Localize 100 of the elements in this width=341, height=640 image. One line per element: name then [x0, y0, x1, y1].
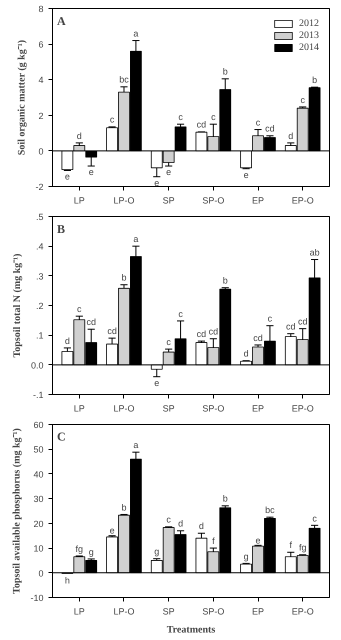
x-tick-label: EP [252, 196, 264, 206]
y-tick-label: 2 [38, 110, 44, 121]
y-tick-label: 6 [38, 40, 44, 50]
data-label: cd [208, 326, 218, 337]
y-axis-title: Soil organic matter (g kg⁻¹) [16, 40, 28, 156]
data-label: c [256, 117, 261, 128]
annotation: C [56, 430, 66, 444]
data-label: a [133, 28, 138, 38]
data-label: e [110, 526, 115, 536]
x-tick-label: EP-O [292, 404, 314, 414]
y-tick-label: 10 [33, 544, 44, 554]
data-label: cd [107, 326, 117, 336]
y-tick-label: -.1 [32, 390, 44, 400]
data-label: c [178, 308, 184, 319]
data-label: c [166, 514, 172, 525]
data-label: e [64, 172, 70, 182]
y-tick-label: 30 [33, 494, 44, 504]
data-label: c [178, 112, 184, 122]
y-axis-title: Topsoil available phosphorus (mg kg⁻¹) [11, 428, 22, 594]
data-label: cd [286, 322, 296, 332]
data-label: bc [265, 505, 276, 516]
data-label: cd [196, 328, 206, 339]
data-label: c [77, 304, 82, 314]
data-label: e [244, 170, 249, 180]
data-label: f [212, 536, 216, 546]
x-axis-title: Treatments [166, 624, 216, 636]
data-label: fg [76, 544, 84, 554]
x-tick-label: LP [74, 404, 85, 414]
x-tick-label: EP-O [292, 196, 314, 206]
data-label: a [133, 234, 138, 244]
data-label: d [76, 130, 82, 141]
data-label: b [222, 494, 228, 504]
y-tick-label: 0.0 [30, 360, 44, 370]
data-label: cd [196, 120, 206, 130]
data-label: c [268, 314, 273, 324]
y-tick-label: -10 [30, 593, 44, 603]
y-tick-label: 4 [38, 75, 44, 86]
data-label: cd [265, 124, 275, 134]
x-tick-label: LP [74, 606, 85, 616]
data-label: d [178, 518, 184, 529]
data-label: e [154, 178, 160, 188]
y-tick-label: 0 [38, 568, 44, 578]
data-label: e [154, 378, 160, 388]
data-label: e [166, 167, 172, 178]
legend-label: 2012 [299, 18, 319, 29]
data-label: c [312, 513, 318, 524]
data-label: e [256, 535, 261, 546]
data-label: d [288, 130, 294, 141]
data-label: b [222, 276, 228, 286]
x-tick-label: EP [252, 606, 264, 616]
data-label: d [198, 521, 204, 532]
data-label: b [121, 272, 126, 283]
y-tick-label: 0 [38, 146, 44, 156]
data-label: cd [298, 316, 308, 327]
annotation: B [56, 222, 65, 236]
data-label: fg [298, 542, 306, 553]
x-tick-label: LP-O [113, 606, 134, 616]
data-label: b [312, 75, 318, 86]
data-label: f [290, 540, 293, 550]
data-label: ab [310, 247, 320, 258]
y-tick-label: 40 [33, 469, 44, 480]
x-tick-label: SP-O [202, 606, 224, 616]
data-label: c [166, 336, 172, 347]
data-label: h [64, 576, 70, 586]
data-label: g [154, 546, 160, 557]
annotation: A [56, 14, 66, 28]
x-tick-label: SP [162, 606, 175, 616]
x-tick-label: SP-O [202, 196, 224, 206]
x-tick-label: LP-O [113, 404, 134, 414]
data-label: c [211, 112, 216, 122]
y-tick-label: 20 [33, 518, 44, 529]
data-label: bc [119, 74, 130, 85]
y-tick-label: .2 [36, 301, 44, 311]
legend-label: 2013 [299, 30, 319, 41]
y-tick-label: .4 [36, 242, 44, 252]
x-tick-label: SP [162, 196, 175, 206]
y-tick-label: 60 [33, 420, 44, 430]
x-tick-label: LP [74, 196, 85, 206]
x-tick-label: EP-O [292, 606, 314, 616]
y-tick-label: .5 [36, 212, 44, 222]
legend-label: 2014 [299, 42, 319, 53]
x-tick-label: EP [252, 404, 264, 414]
data-label: d [64, 336, 70, 346]
data-label: d [244, 348, 249, 359]
data-label: e [88, 167, 94, 178]
x-tick-label: SP [162, 404, 175, 414]
x-tick-label: SP-O [202, 404, 224, 414]
y-tick-label: .3 [36, 271, 44, 282]
data-label: b [121, 502, 126, 512]
data-label: cd [253, 332, 263, 343]
x-tick-label: LP-O [113, 196, 134, 206]
data-label: b [222, 66, 228, 77]
data-label: g [244, 551, 249, 562]
y-tick-label: 8 [38, 4, 44, 14]
data-label: cd [86, 317, 96, 328]
data-label: a [133, 440, 138, 450]
data-label: c [300, 94, 306, 105]
y-tick-label: .1 [36, 330, 44, 341]
data-label: c [110, 114, 115, 125]
y-tick-label: 50 [33, 444, 44, 455]
